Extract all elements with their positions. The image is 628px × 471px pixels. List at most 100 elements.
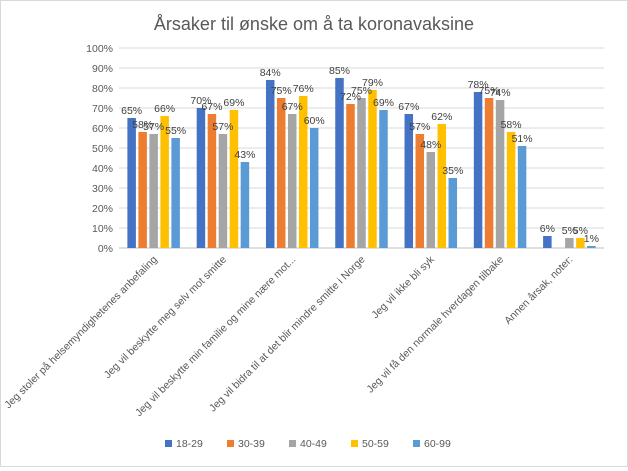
data-label: 76% [293,83,314,95]
data-label: 62% [431,111,452,123]
bar-18-29 [127,118,136,248]
bar-40-49 [218,134,228,248]
bar-30-39 [484,98,494,248]
x-tick-label: Jeg vil få den normale hverdagen tilbake [364,254,506,396]
data-label: 72% [340,91,361,103]
data-label: 1% [584,233,599,245]
bar-50-59 [506,132,516,248]
legend-label: 18-29 [176,438,203,450]
bar-18-29 [335,78,344,248]
data-label: 75% [479,85,500,97]
legend-label: 30-39 [238,438,265,450]
y-axis-ticks: 0% 10% 20% 30% 40% 50% 60% 70% 80% 90% 100% [86,43,113,255]
bar-40-49 [426,152,436,248]
chart-title: Årsaker til ønske om å ta koronavaksine [154,14,474,34]
bar-40-49 [565,238,574,248]
data-label: 51% [512,133,533,145]
data-label: 70% [190,95,211,107]
data-label: 85% [329,65,350,77]
y-tick-label: 50% [92,143,113,155]
bars [127,78,596,248]
y-tick-label: 20% [92,203,113,215]
x-axis-labels: Jeg stoler på helsemyndighetenes anbefal… [2,253,575,419]
legend-swatch [289,440,296,447]
legend-label: 60-99 [424,438,451,450]
bar-60-99 [517,146,527,248]
bar-50-59 [160,116,169,248]
data-label: 66% [154,103,175,115]
bar-30-39 [138,132,147,248]
bar-60-99 [587,246,596,248]
y-tick-label: 40% [92,163,113,175]
y-tick-label: 100% [86,43,113,55]
bar-60-99 [171,138,180,248]
data-label: 60% [304,115,325,127]
x-tick-label: Jeg vil beskytte meg selv mot smitte [102,254,229,381]
data-label: 57% [409,121,430,133]
bar-60-99 [309,128,319,248]
data-label: 35% [442,165,463,177]
x-tick-label: Jeg vil ikke bli syk [369,253,437,321]
data-label: 55% [165,125,186,137]
data-label: 69% [223,97,244,109]
bar-30-39 [276,98,286,248]
bar-50-59 [298,96,308,248]
bar-18-29 [196,108,206,248]
data-label: 67% [282,101,303,113]
data-label: 5% [562,225,577,237]
bar-30-39 [415,134,425,248]
data-label: 58% [132,119,153,131]
y-tick-label: 60% [92,123,113,135]
legend-swatch [413,440,420,447]
bar-60-99 [240,162,250,248]
bar-30-39 [207,114,217,248]
bar-30-39 [346,104,355,248]
data-label: 6% [540,223,555,235]
legend: 18-29 30-39 40-49 50-59 60-99 [165,438,451,450]
y-tick-label: 10% [92,223,113,235]
bar-50-59 [576,238,585,248]
y-tick-label: 80% [92,83,113,95]
bar-40-49 [149,134,158,248]
legend-label: 50-59 [362,438,389,450]
data-label: 67% [201,101,222,113]
legend-label: 40-49 [300,438,327,450]
bar-18-29 [265,80,275,248]
data-label: 75% [271,85,292,97]
x-tick-label: Jeg vil bidra til at det blir mindre smi… [207,254,368,415]
data-labels: 65%58%57%66%55%70%67%57%69%43%84%75%67%7… [121,65,599,245]
data-label: 5% [573,225,588,237]
data-label: 84% [260,67,281,79]
bar-18-29 [543,236,552,248]
legend-swatch [227,440,234,447]
y-tick-label: 0% [98,243,113,255]
legend-swatch [351,440,358,447]
data-label: 48% [420,139,441,151]
x-tick-label: Jeg vil beskytte min familie og mine nær… [133,254,298,419]
data-label: 58% [501,119,522,131]
data-label: 74% [490,87,511,99]
bar-50-59 [437,124,447,248]
bar-40-49 [495,100,505,248]
bar-40-49 [287,114,297,248]
data-label: 75% [351,85,372,97]
bar-60-99 [448,178,458,248]
data-label: 69% [373,97,394,109]
data-label: 79% [362,77,383,89]
bar-50-59 [229,110,239,248]
y-tick-label: 70% [92,103,113,115]
bar-18-29 [473,92,483,248]
y-tick-label: 90% [92,63,113,75]
data-label: 57% [143,121,164,133]
x-tick-label: Jeg stoler på helsemyndighetenes anbefal… [2,254,160,412]
bar-40-49 [357,98,366,248]
x-tick-label: Annen årsak, noter: [502,254,575,327]
y-tick-label: 30% [92,183,113,195]
legend-swatch [165,440,172,447]
data-label: 67% [398,101,419,113]
bar-60-99 [379,110,388,248]
bar-50-59 [368,90,377,248]
data-label: 65% [121,105,142,117]
data-label: 57% [212,121,233,133]
